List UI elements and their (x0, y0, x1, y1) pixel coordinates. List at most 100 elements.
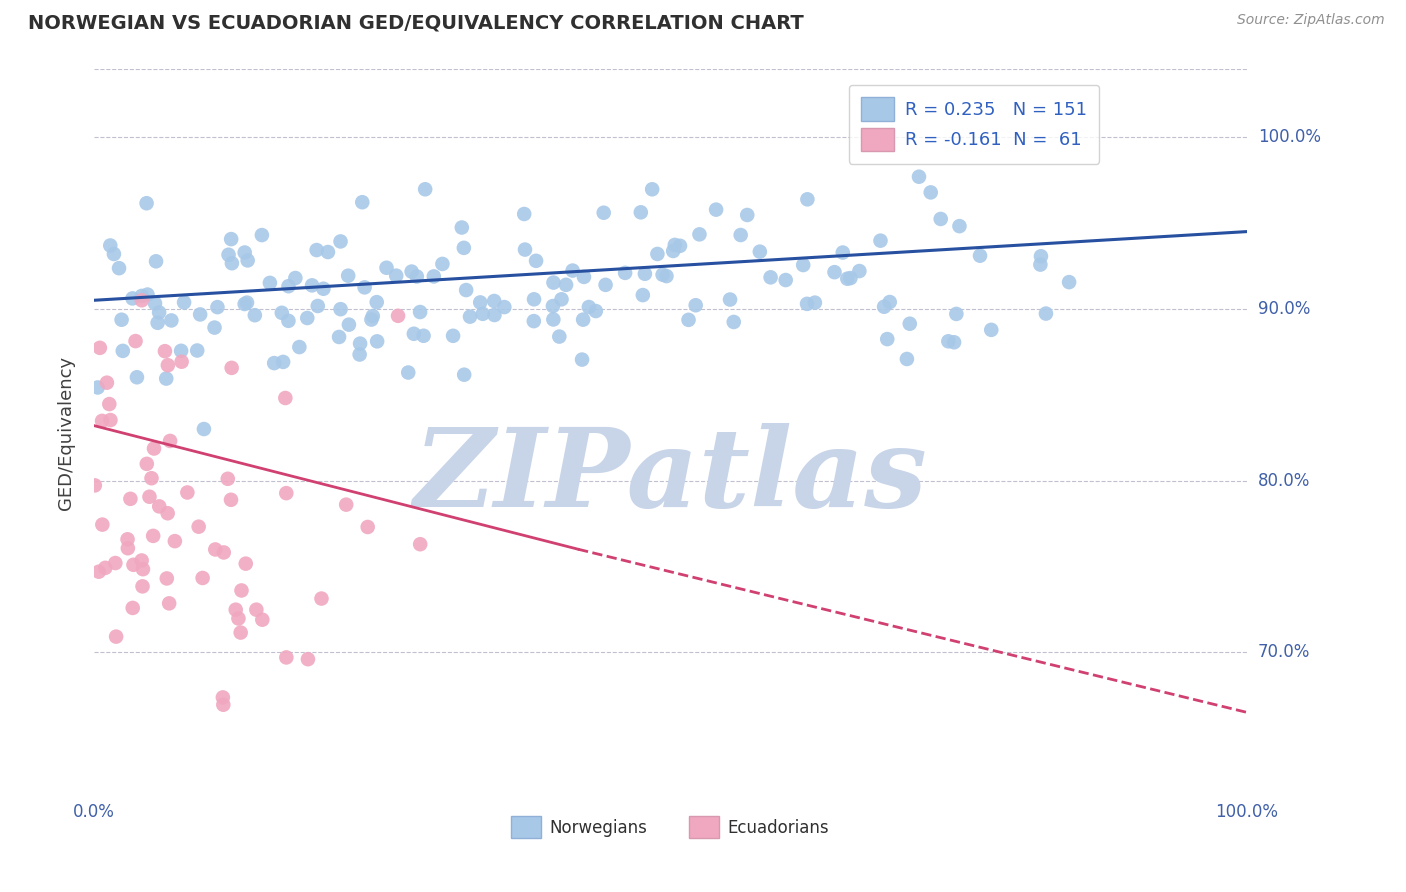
Point (83, 478, 105, 492)
Point (401, 264, 423, 278)
Point (307, 299, 329, 313)
Point (337, 318, 360, 332)
Point (572, 312, 595, 326)
Text: NORWEGIAN VS ECUADORIAN GED/EQUIVALENCY CORRELATION CHART: NORWEGIAN VS ECUADORIAN GED/EQUIVALENCY … (28, 13, 804, 32)
Point (387, 309, 409, 323)
Point (873, 300, 896, 314)
Point (630, 205, 652, 219)
Point (879, 295, 901, 310)
Point (848, 264, 870, 278)
Point (349, 336, 371, 351)
Point (155, 371, 177, 385)
Point (614, 266, 637, 280)
Point (252, 613, 274, 627)
Point (908, 169, 931, 184)
Point (305, 243, 328, 257)
Point (541, 299, 564, 313)
Point (1057, 275, 1080, 289)
Point (578, 300, 600, 314)
Point (543, 276, 565, 290)
Point (655, 269, 678, 284)
Point (110, 312, 132, 326)
Point (405, 269, 427, 284)
Point (98, 238, 121, 252)
Point (143, 442, 166, 456)
Point (456, 283, 478, 297)
Point (735, 208, 758, 222)
Text: ZIPatlas: ZIPatlas (413, 424, 927, 531)
Point (441, 328, 464, 343)
Point (142, 529, 165, 543)
Point (409, 305, 432, 319)
Point (132, 562, 155, 576)
Point (366, 295, 388, 310)
Point (229, 625, 252, 640)
Point (212, 545, 235, 559)
Point (225, 603, 247, 617)
Point (375, 260, 398, 275)
Text: 90.0%: 90.0% (1258, 300, 1310, 318)
Point (471, 307, 494, 321)
Point (120, 491, 142, 506)
Point (458, 310, 481, 324)
Point (938, 334, 960, 349)
Point (108, 261, 131, 276)
Point (207, 300, 229, 314)
Point (685, 298, 707, 312)
Point (337, 268, 360, 283)
Point (94, 561, 117, 575)
Point (146, 316, 169, 330)
Point (929, 211, 952, 226)
Point (125, 370, 148, 384)
Point (366, 334, 388, 349)
Point (121, 292, 143, 306)
Point (96, 376, 118, 390)
Point (143, 296, 166, 310)
Point (748, 244, 770, 259)
Point (651, 268, 673, 282)
Point (221, 256, 243, 270)
Point (131, 553, 153, 567)
Point (135, 196, 157, 211)
Point (236, 295, 259, 310)
Point (270, 306, 292, 320)
Point (163, 534, 186, 549)
Point (284, 271, 307, 285)
Point (413, 182, 436, 196)
Point (484, 308, 506, 322)
Point (288, 340, 311, 354)
Point (718, 293, 741, 307)
Point (792, 258, 814, 272)
Point (329, 235, 352, 249)
Point (124, 334, 146, 348)
Point (131, 293, 153, 308)
Point (217, 472, 239, 486)
Point (233, 297, 256, 311)
Point (943, 335, 966, 350)
Point (311, 591, 333, 606)
Point (153, 344, 176, 359)
Point (1029, 249, 1052, 263)
Point (173, 295, 195, 310)
Point (631, 288, 654, 302)
Point (555, 277, 578, 292)
Point (176, 485, 198, 500)
Point (898, 317, 921, 331)
Point (796, 297, 818, 311)
Point (595, 277, 617, 292)
Point (243, 308, 266, 322)
Legend: Norwegians, Ecuadorians: Norwegians, Ecuadorians (505, 810, 835, 845)
Point (360, 312, 382, 326)
Point (402, 326, 425, 341)
Point (920, 186, 942, 200)
Point (453, 368, 475, 382)
Point (796, 192, 818, 206)
Point (250, 228, 273, 243)
Point (160, 313, 183, 327)
Point (548, 329, 571, 343)
Point (89, 341, 111, 355)
Point (730, 227, 752, 242)
Point (662, 244, 685, 258)
Point (297, 652, 319, 666)
Point (301, 278, 323, 293)
